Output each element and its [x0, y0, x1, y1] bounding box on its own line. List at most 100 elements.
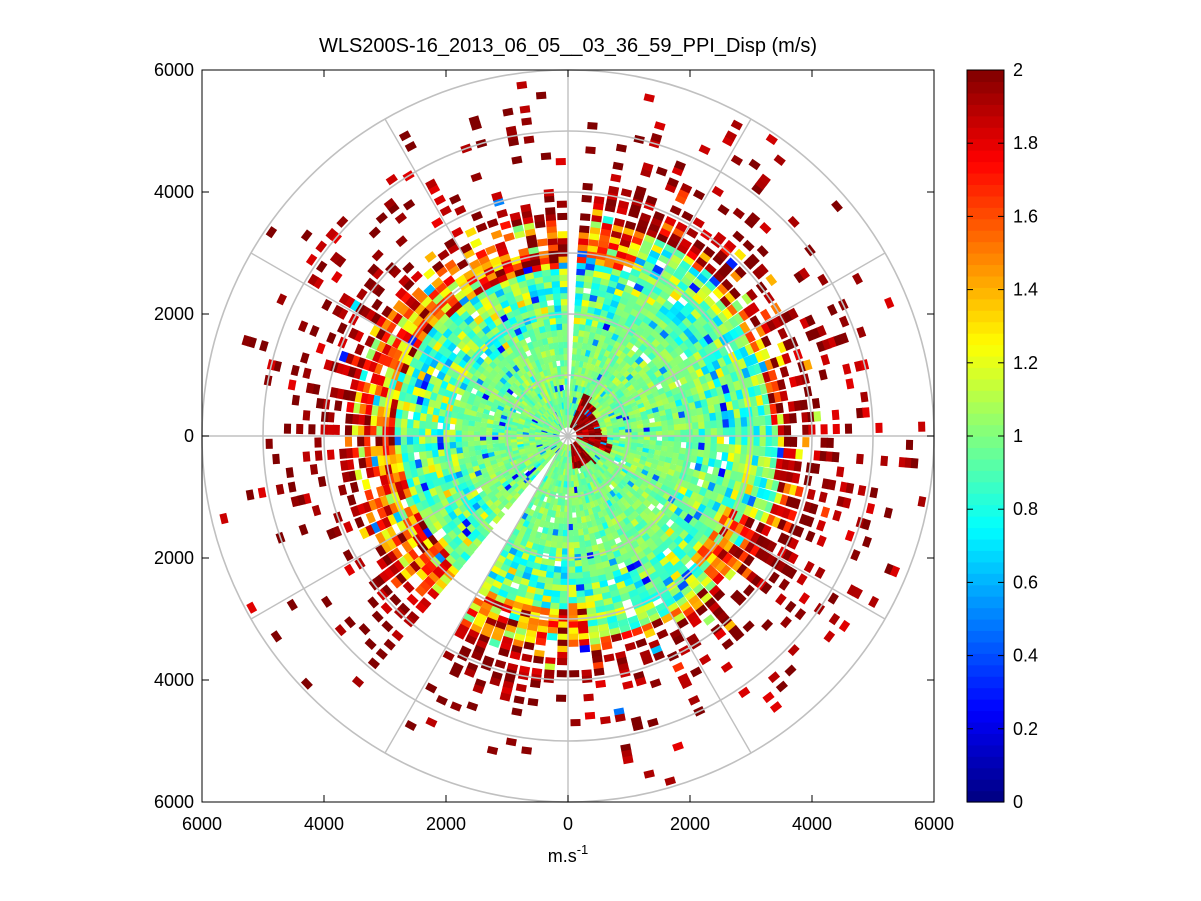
- scan-cell: [556, 200, 567, 208]
- scan-cell: [686, 312, 698, 325]
- scan-cell: [642, 418, 650, 425]
- scan-cell: [615, 143, 627, 153]
- scan-cell: [702, 537, 714, 550]
- scan-cell: [716, 443, 724, 453]
- scan-cell: [642, 447, 650, 454]
- scan-cell: [648, 222, 661, 233]
- scan-cell: [672, 634, 685, 646]
- scan-cell: [704, 442, 712, 452]
- scan-cell: [739, 333, 751, 346]
- scan-cell: [662, 299, 675, 311]
- scan-cell: [666, 419, 675, 426]
- scan-cell: [697, 534, 710, 546]
- scan-cell: [631, 439, 639, 444]
- scan-cell: [575, 359, 580, 368]
- scan-cell: [769, 701, 783, 713]
- scan-cell: [612, 406, 621, 414]
- scan-cell: [696, 571, 709, 584]
- scan-cell: [436, 429, 444, 437]
- scan-cell: [710, 443, 718, 452]
- scan-cell: [673, 418, 681, 426]
- scan-cell: [805, 329, 816, 342]
- scan-cell: [679, 417, 687, 425]
- scan-cell: [608, 185, 620, 195]
- scan-cell: [344, 425, 353, 436]
- scan-cell: [734, 444, 743, 455]
- scan-cell: [579, 354, 586, 362]
- scan-cell: [810, 327, 822, 340]
- scan-cell: [752, 267, 765, 280]
- scan-cell: [732, 629, 745, 642]
- scan-cell: [765, 425, 773, 436]
- scan-cell: [725, 460, 735, 472]
- scan-cell: [711, 185, 724, 198]
- scan-cell: [675, 596, 689, 608]
- scan-cell: [700, 592, 713, 605]
- scan-cell: [583, 280, 593, 289]
- scan-cell: [643, 427, 651, 433]
- scan-cell: [610, 173, 622, 183]
- scan-cell: [756, 245, 769, 258]
- scan-cell: [715, 299, 728, 312]
- scan-cell: [436, 435, 444, 443]
- scan-cell: [704, 580, 717, 593]
- scan-cell: [760, 348, 771, 361]
- scan-cell: [666, 446, 675, 453]
- colorbar-tick-label: 0.4: [1013, 646, 1038, 666]
- scan-cell: [703, 614, 716, 626]
- scan-cell: [672, 226, 685, 238]
- scan-cell: [466, 430, 474, 437]
- scan-cell: [713, 589, 726, 602]
- scan-cell: [692, 276, 705, 289]
- scan-cell: [654, 121, 666, 131]
- scan-cell: [705, 552, 718, 565]
- scan-cell: [818, 369, 828, 381]
- scan-cell: [631, 460, 640, 468]
- scan-cell: [672, 452, 681, 460]
- scan-cell: [668, 430, 676, 437]
- colorbar-band: [967, 790, 1004, 803]
- scan-cell: [820, 437, 828, 448]
- scan-cell: [765, 554, 777, 567]
- scan-cell: [590, 370, 597, 378]
- scan-cell: [737, 357, 748, 370]
- scan-cell: [704, 597, 717, 609]
- scan-cell: [684, 286, 697, 299]
- scan-cell: [669, 232, 682, 244]
- scan-cell: [719, 564, 732, 577]
- scan-cell: [760, 335, 772, 348]
- scan-cell: [728, 543, 740, 557]
- scan-cell: [755, 534, 767, 547]
- scan-cell: [695, 255, 708, 268]
- scan-cell: [582, 336, 590, 344]
- scan-cell: [648, 444, 657, 450]
- scan-cell: [272, 453, 280, 465]
- scan-cell: [539, 607, 551, 616]
- scan-cell: [845, 482, 855, 494]
- scan-cell: [657, 460, 666, 468]
- scan-cell: [585, 146, 596, 155]
- scan-cell: [718, 514, 729, 527]
- scan-cell: [814, 566, 826, 579]
- colorbar-band: [967, 710, 1004, 723]
- scan-cell: [704, 435, 712, 444]
- scan-cell: [653, 237, 666, 249]
- scan-cell: [686, 547, 698, 560]
- scan-cell: [562, 322, 569, 330]
- scan-cell: [806, 488, 816, 501]
- scan-cell: [734, 593, 747, 606]
- scan-cell: [641, 162, 654, 172]
- scan-cell: [708, 601, 721, 614]
- scan-cell: [704, 263, 717, 275]
- scan-cell: [688, 265, 701, 278]
- scan-cell: [568, 639, 579, 647]
- colorbar-band: [967, 253, 1004, 266]
- scan-cell: [673, 325, 685, 337]
- scan-cell: [593, 332, 602, 341]
- scan-cell: [635, 185, 647, 196]
- scan-cell: [637, 435, 645, 440]
- scan-cell: [556, 670, 567, 678]
- scan-cell: [649, 440, 657, 446]
- scan-cell: [751, 183, 764, 196]
